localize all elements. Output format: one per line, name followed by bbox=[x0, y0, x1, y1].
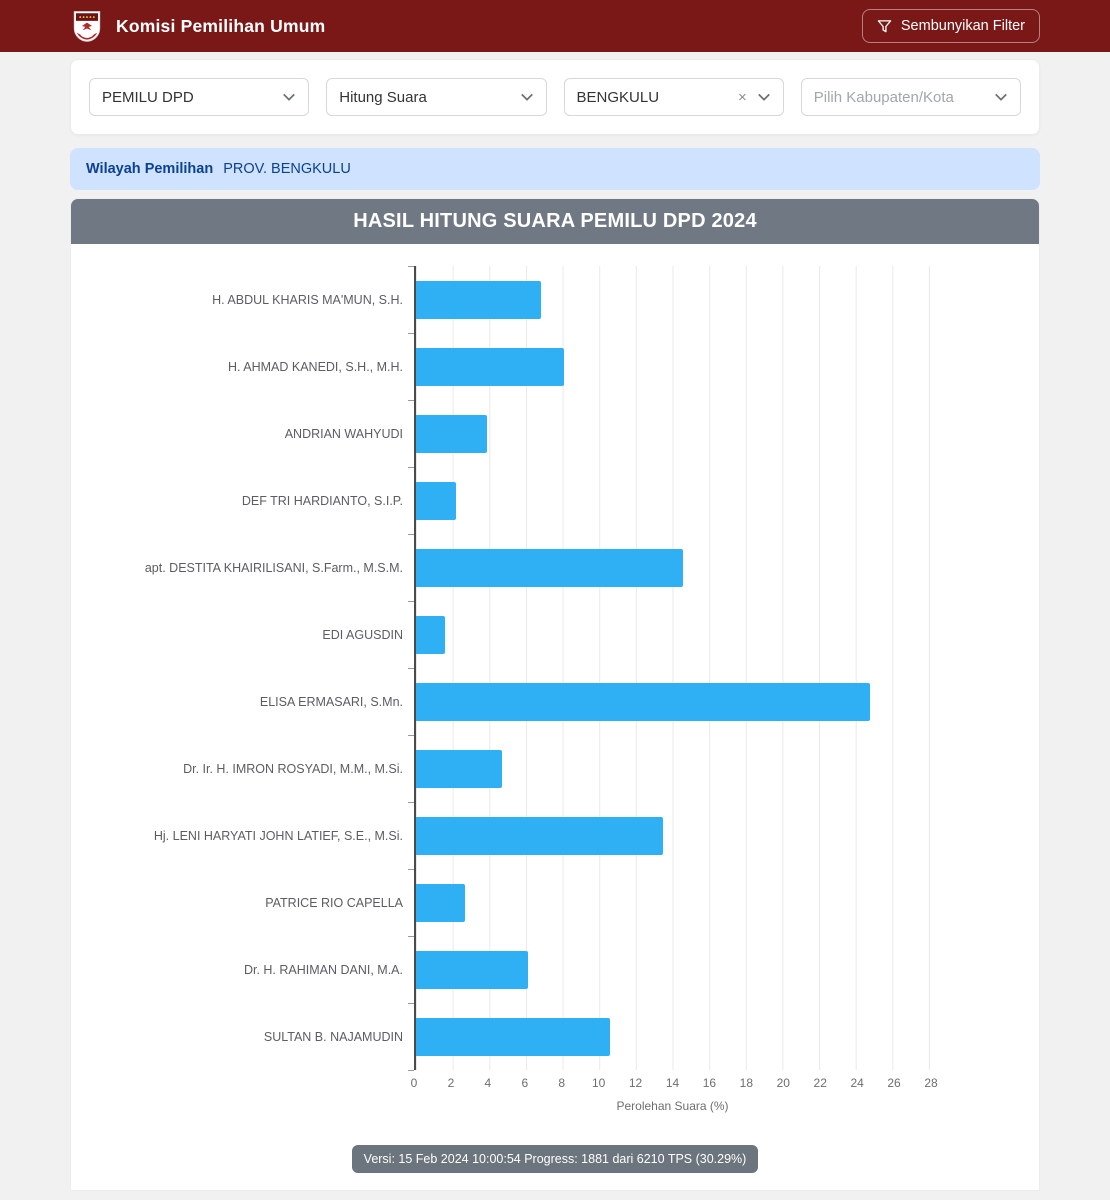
x-axis-title: Perolehan Suara (%) bbox=[616, 1099, 729, 1113]
plot-area bbox=[414, 869, 930, 936]
chart-row: SULTAN B. NAJAMUDIN bbox=[71, 1003, 1039, 1071]
chart-row: Hj. LENI HARYATI JOHN LATIEF, S.E., M.Si… bbox=[71, 802, 1039, 870]
region-banner-label: Wilayah Pemilihan bbox=[86, 161, 214, 177]
vote-bar[interactable] bbox=[416, 280, 541, 319]
vote-bar[interactable] bbox=[416, 950, 528, 989]
x-tick-label: 12 bbox=[628, 1076, 643, 1090]
x-axis-ticks: 0 2 4 6 8 10 12 14 16 18 20 22 24 26 28 bbox=[410, 1076, 938, 1096]
app-header: Komisi Pemilihan Umum Sembunyikan Filter bbox=[0, 0, 1110, 52]
hide-filter-button[interactable]: Sembunyikan Filter bbox=[861, 9, 1040, 43]
vote-bar[interactable] bbox=[416, 1017, 611, 1056]
results-card: HASIL HITUNG SUARA PEMILU DPD 2024 H. AB… bbox=[70, 198, 1040, 1191]
vote-bar[interactable] bbox=[416, 414, 488, 453]
chart-row: Dr. Ir. H. IMRON ROSYADI, M.M., M.Si. bbox=[71, 735, 1039, 803]
x-tick-label: 20 bbox=[776, 1076, 790, 1090]
chart-row: ELISA ERMASARI, S.Mn. bbox=[71, 668, 1039, 736]
x-tick-label: 26 bbox=[887, 1076, 901, 1090]
vote-bar[interactable] bbox=[416, 481, 457, 520]
x-tick-label: 6 bbox=[521, 1076, 529, 1090]
chart-rows: H. ABDUL KHARIS MA'MUN, S.H. H. AHMAD KAN… bbox=[71, 265, 1039, 1071]
vote-bar[interactable] bbox=[416, 682, 871, 721]
region-banner: Wilayah Pemilihan PROV. BENGKULU bbox=[70, 148, 1040, 190]
select-election-type-value: PEMILU DPD bbox=[102, 88, 194, 106]
x-tick-label: 8 bbox=[558, 1076, 566, 1090]
vote-bar[interactable] bbox=[416, 883, 466, 922]
candidate-label: Dr. H. RAHIMAN DANI, M.A. bbox=[71, 936, 414, 1004]
plot-area bbox=[414, 400, 930, 467]
x-tick-label: 28 bbox=[924, 1076, 938, 1090]
select-province[interactable]: BENGKULU × bbox=[563, 78, 784, 116]
chart-row: PATRICE RIO CAPELLA bbox=[71, 869, 1039, 937]
plot-area bbox=[414, 1003, 930, 1070]
candidate-label: EDI AGUSDIN bbox=[71, 601, 414, 669]
region-banner-value: PROV. BENGKULU bbox=[223, 161, 351, 177]
x-tick-label: 10 bbox=[591, 1076, 606, 1090]
plot-area bbox=[414, 467, 930, 534]
x-tick-label: 24 bbox=[850, 1076, 864, 1090]
select-count-mode[interactable]: Hitung Suara bbox=[326, 78, 547, 116]
x-tick-label: 16 bbox=[702, 1076, 717, 1090]
chart-row: DEF TRI HARDIANTO, S.I.P. bbox=[71, 467, 1039, 535]
chart-row: apt. DESTITA KHAIRILISANI, S.Farm., M.S.… bbox=[71, 534, 1039, 602]
select-regency-placeholder: Pilih Kabupaten/Kota bbox=[813, 88, 954, 106]
x-tick-label: 2 bbox=[447, 1076, 455, 1090]
plot-area bbox=[414, 668, 930, 735]
x-tick-label: 14 bbox=[665, 1076, 680, 1090]
plot-area bbox=[414, 266, 930, 333]
select-province-value: BENGKULU bbox=[576, 88, 660, 106]
chart-row: H. AHMAD KANEDI, S.H., M.H. bbox=[71, 333, 1039, 401]
x-tick-label: 22 bbox=[813, 1076, 827, 1090]
plot-area bbox=[414, 601, 930, 668]
candidate-label: DEF TRI HARDIANTO, S.I.P. bbox=[71, 467, 414, 535]
plot-area bbox=[414, 333, 930, 400]
select-count-mode-value: Hitung Suara bbox=[339, 88, 427, 106]
chart-row: H. ABDUL KHARIS MA'MUN, S.H. bbox=[71, 265, 1039, 334]
chart-row: ANDRIAN WAHYUDI bbox=[71, 400, 1039, 468]
select-regency[interactable]: Pilih Kabupaten/Kota bbox=[800, 78, 1021, 116]
x-tick-label: 18 bbox=[739, 1076, 754, 1090]
chevron-down-icon bbox=[282, 90, 296, 104]
chart-title: HASIL HITUNG SUARA PEMILU DPD 2024 bbox=[71, 199, 1039, 244]
chevron-down-icon bbox=[520, 90, 534, 104]
brand: Komisi Pemilihan Umum bbox=[70, 9, 325, 43]
candidate-label: Hj. LENI HARYATI JOHN LATIEF, S.E., M.Si… bbox=[71, 802, 414, 870]
candidate-label: Dr. Ir. H. IMRON ROSYADI, M.M., M.Si. bbox=[71, 735, 414, 803]
vote-bar[interactable] bbox=[416, 749, 503, 788]
filter-card: PEMILU DPD Hitung Suara BENGKULU × Pilih… bbox=[70, 59, 1040, 135]
version-progress-badge: Versi: 15 Feb 2024 10:00:54 Progress: 18… bbox=[351, 1145, 759, 1173]
chevron-down-icon bbox=[757, 90, 771, 104]
plot-area bbox=[414, 534, 930, 601]
candidate-label: apt. DESTITA KHAIRILISANI, S.Farm., M.S.… bbox=[71, 534, 414, 602]
app-title: Komisi Pemilihan Umum bbox=[116, 15, 326, 36]
candidate-label: ANDRIAN WAHYUDI bbox=[71, 400, 414, 468]
select-election-type[interactable]: PEMILU DPD bbox=[89, 78, 310, 116]
vote-bar[interactable] bbox=[416, 615, 446, 654]
candidate-label: PATRICE RIO CAPELLA bbox=[71, 869, 414, 937]
x-tick-label: 0 bbox=[410, 1076, 418, 1090]
candidate-label: H. ABDUL KHARIS MA'MUN, S.H. bbox=[71, 265, 414, 334]
clear-province-icon[interactable]: × bbox=[737, 88, 747, 106]
candidate-label: SULTAN B. NAJAMUDIN bbox=[71, 1003, 414, 1071]
candidate-label: ELISA ERMASARI, S.Mn. bbox=[71, 668, 414, 736]
vote-bar[interactable] bbox=[416, 548, 684, 587]
bar-chart: H. ABDUL KHARIS MA'MUN, S.H. H. AHMAD KAN… bbox=[71, 244, 1039, 1173]
chart-row: EDI AGUSDIN bbox=[71, 601, 1039, 669]
hide-filter-label: Sembunyikan Filter bbox=[900, 18, 1025, 34]
kpu-logo-icon bbox=[73, 11, 101, 42]
plot-area bbox=[414, 802, 930, 869]
plot-area bbox=[414, 735, 930, 802]
x-tick-label: 4 bbox=[484, 1076, 492, 1090]
plot-area bbox=[414, 936, 930, 1003]
vote-bar[interactable] bbox=[416, 816, 664, 855]
chart-row: Dr. H. RAHIMAN DANI, M.A. bbox=[71, 936, 1039, 1004]
filter-funnel-icon bbox=[877, 19, 892, 32]
vote-bar[interactable] bbox=[416, 347, 565, 386]
chevron-down-icon bbox=[994, 90, 1008, 104]
candidate-label: H. AHMAD KANEDI, S.H., M.H. bbox=[71, 333, 414, 401]
